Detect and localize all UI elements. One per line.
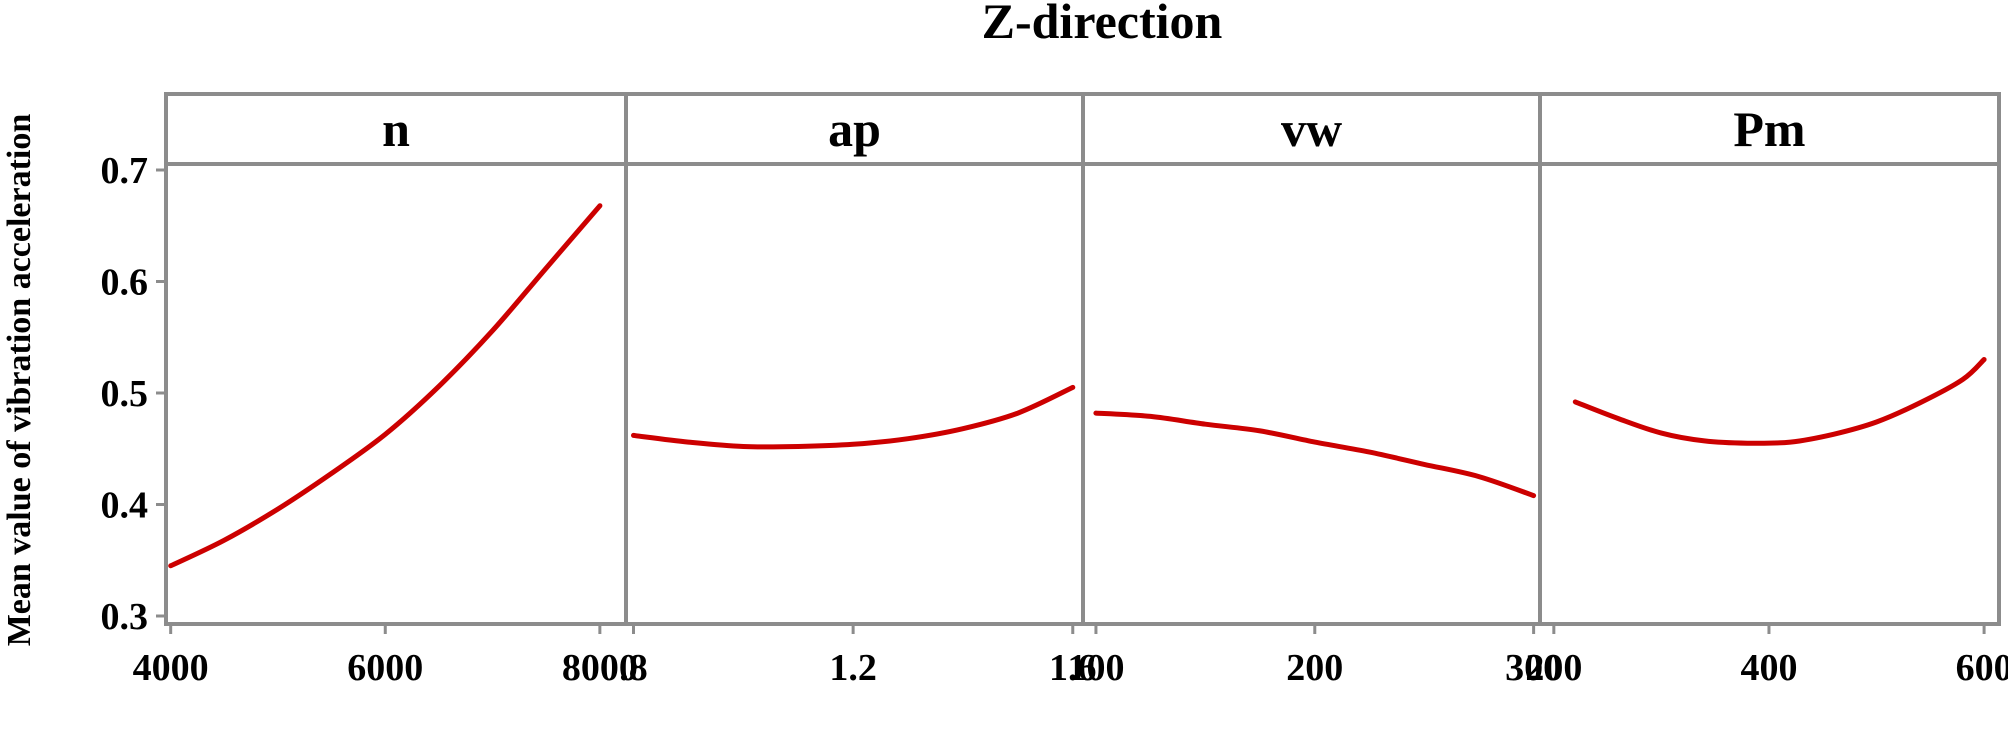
y-tick-label: 0.5	[101, 373, 149, 415]
panel-n: n 4000 6000 8000	[133, 101, 638, 689]
y-axis-label: Mean value of vibration acceleration	[1, 114, 38, 647]
x-tick-label: 400	[1740, 647, 1797, 689]
series-line-n	[168, 203, 603, 569]
x-tick-label: 4000	[133, 647, 209, 689]
panel-title: ap	[828, 101, 881, 157]
series-line-vw	[1093, 410, 1537, 499]
y-tick-label: 0.6	[101, 262, 149, 304]
y-axis: 0.3 0.4 0.5 0.6 0.7	[101, 150, 166, 638]
y-tick-label: 0.4	[101, 485, 149, 527]
x-tick-label: 1.6	[1049, 647, 1097, 689]
panel-title: vw	[1281, 101, 1342, 157]
panel-ap: ap .8 1.2 1.6	[619, 101, 1096, 689]
x-tick-label: 600	[1956, 647, 2008, 689]
y-tick-label: 0.3	[101, 596, 149, 638]
x-tick-label: 1.2	[829, 647, 877, 689]
y-tick-label: 0.7	[101, 150, 149, 192]
x-tick-label: 6000	[347, 647, 423, 689]
x-tick-label: 300	[1505, 647, 1562, 689]
chart-title: Z-direction	[982, 0, 1223, 49]
panel-frames	[164, 92, 2001, 626]
x-tick-label: 100	[1067, 647, 1124, 689]
x-tick-label: 200	[1286, 647, 1343, 689]
panel-vw: vw 100 200 300	[1067, 101, 1562, 689]
panel-title: n	[382, 101, 410, 157]
series-line-Pm	[1572, 357, 1987, 446]
series-line-ap	[631, 384, 1076, 450]
x-tick-label: 8000	[562, 647, 638, 689]
x-tick-label: 200	[1525, 647, 1582, 689]
x-tick-label: .8	[619, 647, 648, 689]
panel-Pm: Pm 200 400 600	[1525, 101, 2008, 689]
panel-title: Pm	[1733, 101, 1805, 157]
